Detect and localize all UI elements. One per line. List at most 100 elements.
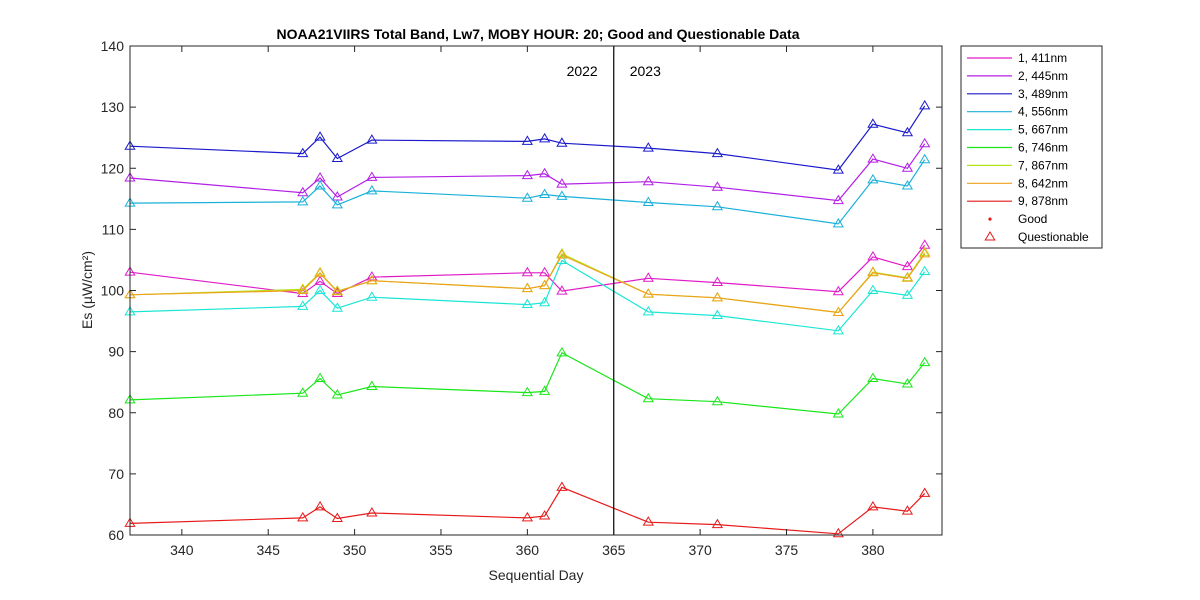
data-point [539, 266, 551, 277]
data-point [521, 282, 533, 293]
data-point [711, 200, 724, 211]
legend-label: Good [1018, 212, 1047, 226]
legend-entry-9: 9, 878nm [967, 194, 1068, 208]
data-point [642, 392, 654, 403]
data-point [867, 284, 879, 294]
data-point [314, 284, 326, 294]
data-point [366, 274, 378, 285]
legend-entry-5: 5, 667nm [967, 123, 1068, 137]
data-point [539, 510, 551, 520]
x-tick-label: 360 [516, 542, 540, 558]
data-point [539, 132, 551, 143]
data-point [331, 287, 343, 298]
data-point [521, 298, 533, 309]
data-point [832, 324, 844, 335]
data-point [539, 385, 551, 395]
data-point [297, 284, 309, 294]
data-point [366, 171, 378, 181]
data-point [832, 194, 844, 205]
legend-label: Questionable [1018, 230, 1089, 244]
data-point [642, 272, 654, 282]
data-point [919, 246, 931, 257]
data-point [919, 153, 931, 164]
legend-triangle-marker [984, 231, 996, 241]
legend-entry-1: 1, 411nm [967, 51, 1067, 65]
data-point [521, 192, 533, 202]
data-point [901, 126, 914, 137]
y-tick-label: 80 [108, 405, 124, 421]
data-point [901, 272, 914, 282]
data-point [867, 372, 879, 383]
series-2 [124, 137, 931, 205]
data-point [711, 395, 724, 406]
legend-entry-2: 2, 445nm [967, 69, 1068, 83]
x-tick-label: 355 [429, 542, 453, 558]
legend-label: 1, 411nm [1018, 51, 1067, 65]
data-point [901, 179, 914, 190]
legend: 1, 411nm 2, 445nm 3, 489nm 4, 556nm 5, 667nm… [960, 45, 1103, 249]
x-tick-label: 365 [602, 542, 626, 558]
series-9 [124, 481, 931, 538]
x-axis-ticks: 340 345 350 355 360 365 370 375 380 [170, 46, 885, 558]
data-point [521, 386, 533, 397]
data-point [314, 131, 326, 141]
data-point [556, 178, 568, 188]
data-point [919, 265, 931, 276]
data-point [556, 190, 568, 200]
series-3 [124, 99, 931, 174]
data-point [711, 276, 724, 287]
data-point [711, 147, 724, 158]
data-point [366, 271, 378, 281]
x-tick-label: 350 [343, 542, 367, 558]
data-point [539, 167, 551, 178]
data-point [297, 511, 309, 522]
data-point [919, 247, 931, 258]
legend-entry-8: 8, 642nm [967, 176, 1068, 190]
x-tick-label: 345 [257, 542, 281, 558]
data-point [711, 291, 724, 302]
x-tick-label: 375 [775, 542, 799, 558]
data-point [832, 407, 844, 418]
data-point [331, 389, 343, 399]
data-point [297, 300, 309, 310]
data-point [867, 250, 879, 261]
series-line [129, 105, 926, 171]
data-point [297, 387, 309, 397]
data-point [711, 518, 724, 529]
data-point [314, 372, 326, 383]
y-tick-label: 120 [101, 160, 125, 176]
data-point [901, 378, 914, 388]
data-point [521, 266, 533, 277]
data-point [832, 164, 844, 174]
year-label-2022: 2022 [567, 63, 598, 79]
data-point [366, 507, 378, 517]
data-point [901, 162, 914, 172]
y-axis-label: Es (µW/cm²) [79, 251, 95, 329]
data-point [832, 306, 844, 317]
data-point [711, 309, 724, 320]
data-point [539, 188, 551, 199]
data-point [556, 346, 568, 357]
data-point [539, 296, 551, 307]
x-tick-label: 370 [688, 542, 712, 558]
legend-entry-7: 7, 867nm [967, 158, 1068, 172]
y-tick-label: 110 [102, 221, 125, 237]
data-point [366, 134, 378, 144]
x-tick-label: 380 [861, 542, 885, 558]
data-point [331, 512, 343, 522]
data-point [642, 516, 654, 526]
year-label-2023: 2023 [630, 63, 661, 79]
data-point [867, 173, 879, 184]
data-point [642, 196, 654, 206]
legend-entry-3: 3, 489nm [967, 87, 1068, 101]
series-5 [124, 254, 931, 335]
data-point [521, 511, 533, 522]
data-point [297, 195, 309, 206]
data-point [901, 260, 914, 271]
legend-entry-4: 4, 556nm [967, 105, 1068, 119]
x-tick-label: 340 [170, 542, 194, 558]
data-point [331, 285, 343, 296]
legend-label: 7, 867nm [1018, 158, 1068, 172]
y-tick-label: 70 [108, 466, 124, 482]
legend-entry-good: Good [988, 212, 1047, 226]
